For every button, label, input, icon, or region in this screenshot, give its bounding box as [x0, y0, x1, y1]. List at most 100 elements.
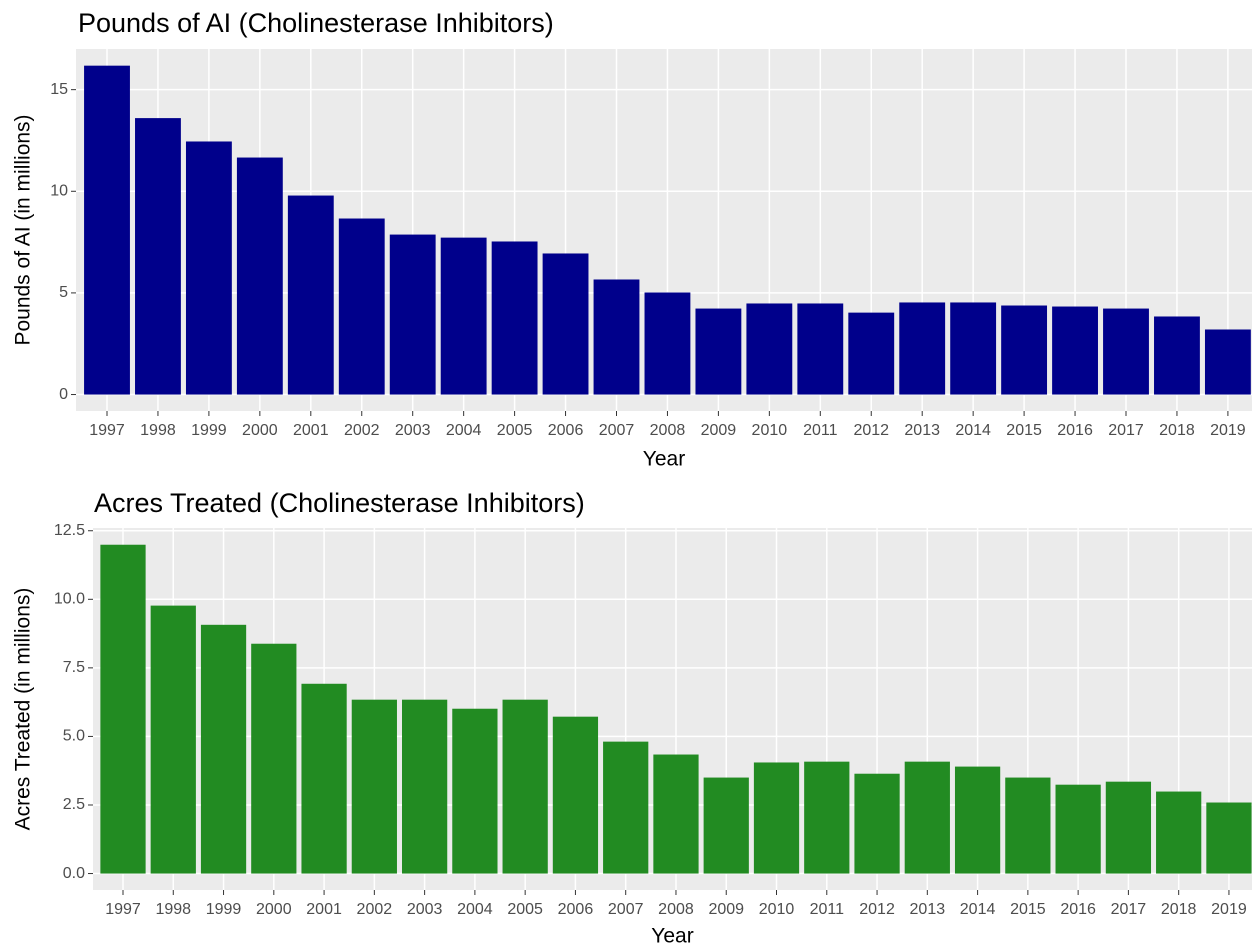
- x-tick-label: 2005: [497, 422, 533, 439]
- bar: [440, 237, 487, 395]
- x-tick-label: 2007: [599, 422, 635, 439]
- bar: [593, 279, 640, 395]
- bar: [452, 708, 498, 874]
- x-tick-label: 2000: [256, 901, 292, 918]
- bar: [1055, 784, 1101, 874]
- x-tick-label: 2009: [708, 901, 744, 918]
- bar: [301, 683, 347, 874]
- bar: [389, 234, 436, 395]
- x-tick-label: 2013: [910, 901, 946, 918]
- bar: [1052, 306, 1098, 395]
- bar: [703, 777, 749, 874]
- bar: [746, 303, 793, 395]
- x-tick-label: 2005: [507, 901, 543, 918]
- bar: [797, 303, 844, 395]
- bar: [950, 302, 997, 395]
- bar: [552, 716, 599, 874]
- y-axis-title: Pounds of AI (in millions): [12, 114, 35, 345]
- x-tick-label: 2014: [955, 422, 991, 439]
- bar: [1001, 305, 1048, 395]
- x-tick-label: 2018: [1159, 422, 1195, 439]
- bar: [351, 699, 397, 874]
- bar: [1154, 316, 1200, 395]
- x-tick-label: 2018: [1161, 901, 1197, 918]
- bar: [491, 241, 538, 395]
- bar: [100, 544, 146, 874]
- chart-title: Pounds of AI (Cholinesterase Inhibitors): [78, 8, 554, 38]
- bar: [150, 605, 196, 874]
- x-tick-label: 2006: [548, 422, 584, 439]
- bar: [251, 643, 297, 874]
- chart-title: Acres Treated (Cholinesterase Inhibitors…: [94, 488, 585, 518]
- x-tick-label: 2011: [803, 422, 838, 439]
- y-axis-title: Acres Treated (in millions): [12, 588, 35, 831]
- x-tick-label: 2000: [242, 422, 278, 439]
- bar: [1105, 781, 1152, 874]
- x-tick-label: 2015: [1010, 901, 1046, 918]
- x-tick-label: 1999: [191, 422, 227, 439]
- x-tick-label: 1999: [206, 901, 242, 918]
- bar: [695, 308, 742, 395]
- y-tick-label: 5: [59, 284, 68, 301]
- x-tick-label: 2019: [1210, 422, 1246, 439]
- y-tick-label: 2.5: [63, 796, 85, 813]
- x-tick-label: 2008: [658, 901, 694, 918]
- x-axis-title: Year: [651, 925, 693, 947]
- bar: [644, 292, 691, 395]
- x-tick-label: 2009: [701, 422, 737, 439]
- x-tick-label: 2010: [759, 901, 795, 918]
- x-tick-label: 2012: [859, 901, 895, 918]
- x-axis-title: Year: [643, 448, 685, 471]
- x-tick-label: 2004: [446, 422, 482, 439]
- bar: [401, 699, 448, 874]
- bar: [603, 741, 649, 874]
- x-tick-label: 2012: [853, 422, 889, 439]
- bar: [502, 699, 548, 874]
- x-tick-label: 2003: [407, 901, 443, 918]
- bar: [236, 157, 283, 395]
- y-tick-label: 0: [59, 386, 68, 403]
- bar: [542, 253, 589, 395]
- bar: [899, 302, 946, 395]
- y-tick-label: 12.5: [54, 522, 85, 539]
- x-tick-label: 2011: [810, 901, 845, 918]
- x-tick-label: 1998: [140, 422, 176, 439]
- x-tick-label: 2006: [558, 901, 594, 918]
- x-tick-label: 2007: [608, 901, 644, 918]
- x-tick-label: 2017: [1108, 422, 1144, 439]
- y-tick-label: 15: [50, 81, 68, 98]
- bar: [653, 754, 699, 874]
- bar: [753, 762, 800, 874]
- x-tick-label: 2002: [357, 901, 393, 918]
- bar: [848, 312, 895, 395]
- bar: [185, 141, 232, 395]
- bar: [1005, 777, 1051, 874]
- y-tick-label: 7.5: [63, 659, 85, 676]
- x-tick-label: 2003: [395, 422, 431, 439]
- x-tick-label: 2013: [904, 422, 940, 439]
- y-tick-label: 10.0: [54, 591, 85, 608]
- x-tick-label: 2014: [960, 901, 996, 918]
- x-tick-label: 2015: [1006, 422, 1042, 439]
- bar: [1156, 791, 1202, 874]
- bar: [84, 65, 130, 395]
- x-tick-label: 2002: [344, 422, 380, 439]
- x-tick-label: 2001: [293, 422, 329, 439]
- y-tick-label: 5.0: [63, 728, 85, 745]
- x-tick-label: 2008: [650, 422, 686, 439]
- x-tick-label: 2019: [1211, 901, 1247, 918]
- bar: [954, 766, 1001, 874]
- x-tick-label: 1998: [155, 901, 191, 918]
- x-tick-label: 2004: [457, 901, 493, 918]
- x-tick-label: 2016: [1057, 422, 1093, 439]
- bar: [854, 773, 900, 874]
- bar: [904, 761, 950, 874]
- bar: [1103, 308, 1149, 395]
- bar: [1206, 802, 1252, 874]
- bar: [200, 624, 247, 874]
- y-tick-label: 10: [50, 182, 68, 199]
- y-tick-label: 0.0: [63, 865, 85, 882]
- x-tick-label: 2010: [752, 422, 788, 439]
- x-tick-label: 2017: [1111, 901, 1147, 918]
